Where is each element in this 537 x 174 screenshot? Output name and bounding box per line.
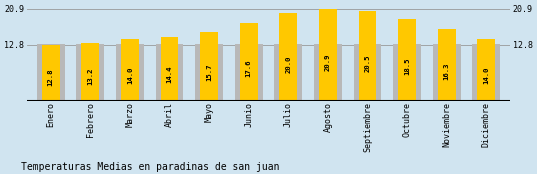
Bar [438,29,455,101]
Bar [359,11,376,101]
Bar [274,44,302,101]
Bar [37,44,64,101]
Bar [156,44,183,101]
Bar [200,32,218,101]
Text: 12.8: 12.8 [48,69,54,86]
Bar [240,23,258,101]
Bar [161,37,178,101]
Text: 17.6: 17.6 [246,60,252,77]
Bar [319,9,337,101]
Bar [76,44,104,101]
Bar [235,44,263,101]
Bar [398,19,416,101]
Text: 16.3: 16.3 [444,62,449,80]
Text: Temperaturas Medias en paradinas de san juan: Temperaturas Medias en paradinas de san … [21,162,280,172]
Text: 15.7: 15.7 [206,63,212,81]
Bar [477,39,495,101]
Bar [82,43,99,101]
Bar [314,44,342,101]
Text: 20.9: 20.9 [325,54,331,71]
Bar [195,44,223,101]
Text: 20.5: 20.5 [365,54,371,72]
Bar [433,44,461,101]
Bar [42,45,60,101]
Bar [121,39,139,101]
Bar [393,44,421,101]
Text: 14.4: 14.4 [166,66,172,83]
Text: 14.0: 14.0 [483,66,489,84]
Bar [473,44,500,101]
Bar [354,44,381,101]
Text: 18.5: 18.5 [404,58,410,76]
Bar [116,44,144,101]
Text: 14.0: 14.0 [127,66,133,84]
Text: 20.0: 20.0 [285,55,291,73]
Text: 13.2: 13.2 [88,68,93,85]
Bar [279,13,297,101]
